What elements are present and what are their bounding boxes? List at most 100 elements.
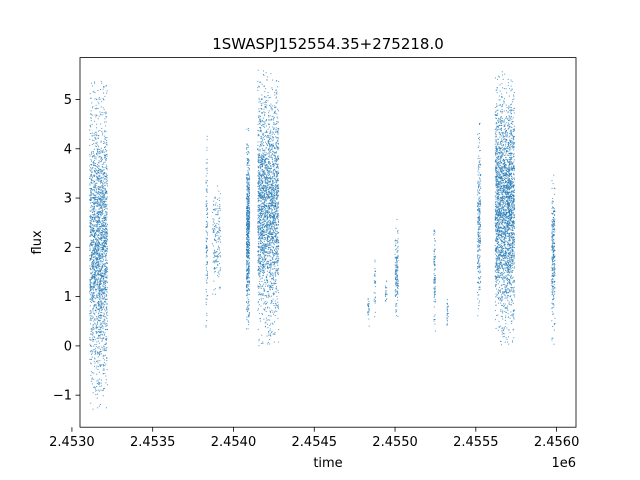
data-point — [216, 185, 218, 187]
data-point — [248, 233, 250, 235]
data-point — [272, 277, 274, 279]
data-point — [277, 306, 279, 308]
data-point — [216, 241, 218, 243]
data-point — [206, 208, 208, 210]
data-point — [246, 180, 248, 182]
data-point — [96, 380, 98, 382]
data-point — [103, 142, 105, 144]
data-point — [92, 240, 94, 242]
data-point — [105, 151, 107, 153]
data-point — [268, 104, 270, 106]
data-point — [248, 314, 250, 316]
data-point — [98, 228, 100, 230]
data-point — [94, 245, 96, 247]
data-point — [246, 159, 248, 161]
data-point — [263, 216, 265, 218]
data-point — [246, 214, 247, 216]
data-point — [106, 245, 108, 247]
data-point — [97, 154, 99, 156]
data-point — [105, 284, 107, 286]
data-point — [274, 215, 276, 217]
data-point — [101, 311, 103, 313]
data-point — [206, 167, 208, 169]
data-point — [273, 201, 275, 203]
data-point — [104, 231, 106, 233]
data-point — [277, 157, 279, 159]
data-point — [260, 211, 262, 213]
data-point — [93, 181, 95, 183]
data-point — [97, 221, 99, 223]
data-point — [94, 336, 96, 338]
data-point — [93, 226, 95, 228]
data-point — [101, 193, 103, 195]
data-point — [94, 170, 96, 172]
data-point — [105, 338, 107, 340]
data-point — [257, 141, 259, 143]
data-point — [94, 187, 96, 189]
data-point — [103, 250, 105, 252]
data-point — [272, 214, 274, 216]
data-point — [106, 291, 108, 293]
data-point — [271, 212, 273, 214]
data-point — [97, 189, 99, 191]
data-point — [260, 186, 262, 188]
data-point — [206, 224, 208, 226]
data-point — [104, 219, 106, 221]
data-point — [96, 328, 98, 330]
data-point — [98, 405, 100, 407]
data-point — [267, 244, 269, 246]
data-point — [96, 302, 98, 304]
data-point — [89, 298, 91, 300]
data-point — [104, 286, 106, 288]
data-point — [101, 131, 103, 133]
data-point — [262, 161, 264, 163]
data-point — [206, 231, 208, 233]
data-point — [94, 186, 96, 188]
data-point — [94, 264, 96, 266]
data-point — [263, 260, 265, 262]
data-point — [218, 220, 220, 222]
data-point — [277, 241, 279, 243]
data-point — [276, 224, 278, 226]
data-point — [101, 288, 103, 290]
data-point — [90, 317, 92, 319]
data-point — [99, 225, 101, 227]
data-point — [262, 294, 264, 296]
data-point — [247, 252, 249, 254]
data-point — [267, 232, 269, 234]
data-point — [100, 294, 102, 296]
data-point — [90, 256, 92, 258]
data-point — [97, 229, 99, 231]
data-point — [274, 189, 276, 191]
data-point — [248, 207, 250, 209]
data-point — [269, 166, 271, 168]
data-point — [270, 244, 272, 246]
data-point — [218, 236, 220, 238]
data-point — [273, 218, 275, 220]
data-point — [260, 196, 262, 198]
data-point — [248, 244, 250, 246]
data-point — [205, 162, 207, 164]
data-point — [105, 191, 107, 193]
data-point — [101, 186, 103, 188]
data-point — [277, 166, 279, 168]
data-point — [257, 200, 259, 202]
data-point — [89, 222, 91, 224]
data-point — [212, 261, 214, 263]
data-point — [105, 375, 107, 377]
data-point — [268, 186, 270, 188]
data-point — [93, 241, 95, 243]
data-point — [213, 289, 215, 291]
data-point — [92, 224, 94, 226]
data-point — [277, 110, 279, 112]
data-point — [265, 120, 267, 122]
data-point — [246, 209, 248, 211]
data-point — [99, 205, 101, 207]
data-point — [263, 232, 265, 234]
data-point — [106, 232, 108, 234]
data-point — [99, 170, 101, 172]
data-point — [277, 219, 279, 221]
data-point — [266, 226, 268, 228]
data-point — [270, 178, 272, 180]
data-point — [99, 98, 101, 100]
